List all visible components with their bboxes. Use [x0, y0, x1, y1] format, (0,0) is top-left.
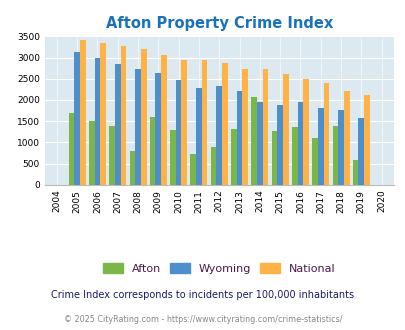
Bar	[115, 64, 120, 185]
Bar	[230, 129, 236, 185]
Bar	[332, 126, 337, 185]
Bar	[352, 160, 358, 185]
Bar	[358, 118, 363, 185]
Bar	[129, 151, 135, 185]
Bar	[149, 117, 155, 185]
Bar	[210, 148, 216, 185]
Bar	[303, 79, 308, 185]
Bar	[201, 60, 207, 185]
Text: Crime Index corresponds to incidents per 100,000 inhabitants: Crime Index corresponds to incidents per…	[51, 290, 354, 300]
Bar	[109, 126, 115, 185]
Bar	[337, 110, 343, 185]
Bar	[291, 127, 297, 185]
Bar	[196, 88, 201, 185]
Bar	[262, 69, 268, 185]
Bar	[297, 102, 303, 185]
Bar	[311, 138, 317, 185]
Bar	[282, 75, 288, 185]
Bar	[141, 49, 146, 185]
Bar	[222, 63, 227, 185]
Bar	[80, 40, 85, 185]
Legend: Afton, Wyoming, National: Afton, Wyoming, National	[98, 259, 339, 278]
Bar	[323, 83, 328, 185]
Text: © 2025 CityRating.com - https://www.cityrating.com/crime-statistics/: © 2025 CityRating.com - https://www.city…	[64, 315, 341, 324]
Bar	[190, 154, 196, 185]
Bar	[68, 113, 74, 185]
Bar	[251, 97, 256, 185]
Bar	[343, 91, 349, 185]
Bar	[100, 43, 106, 185]
Bar	[242, 69, 247, 185]
Bar	[175, 80, 181, 185]
Bar	[236, 91, 242, 185]
Bar	[74, 52, 80, 185]
Bar	[120, 46, 126, 185]
Bar	[170, 130, 175, 185]
Bar	[135, 69, 141, 185]
Bar	[161, 55, 166, 185]
Bar	[155, 73, 161, 185]
Bar	[256, 102, 262, 185]
Bar	[363, 95, 369, 185]
Bar	[317, 108, 323, 185]
Title: Afton Property Crime Index: Afton Property Crime Index	[105, 16, 332, 31]
Bar	[89, 121, 94, 185]
Bar	[216, 86, 222, 185]
Bar	[277, 105, 282, 185]
Bar	[271, 131, 277, 185]
Bar	[94, 58, 100, 185]
Bar	[181, 60, 187, 185]
